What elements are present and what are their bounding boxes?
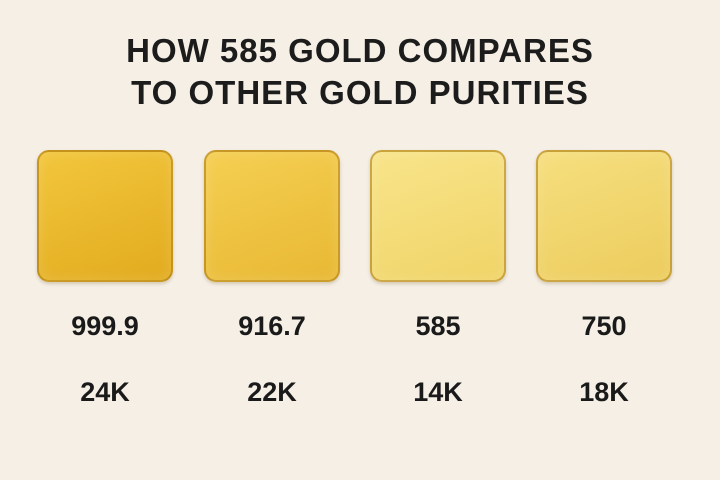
title-line-1: HOW 585 GOLD COMPARES	[126, 32, 594, 69]
purity-value: 585	[415, 311, 461, 341]
swatch-18k: 750 18K	[536, 150, 672, 408]
karat-label: 14K	[413, 377, 463, 407]
purity-value: 916.7	[238, 311, 306, 341]
gold-swatch-22k	[204, 150, 340, 282]
title-line-2: TO OTHER GOLD PURITIES	[131, 74, 589, 111]
gold-swatch-18k	[536, 150, 672, 282]
gold-swatch-24k	[37, 150, 173, 282]
page-title: HOW 585 GOLD COMPARES TO OTHER GOLD PURI…	[0, 30, 720, 114]
swatch-22k: 916.7 22K	[204, 150, 340, 408]
karat-label: 18K	[579, 377, 629, 407]
gold-swatch-14k	[370, 150, 506, 282]
swatch-14k: 585 14K	[370, 150, 506, 408]
karat-label: 22K	[247, 377, 297, 407]
swatch-24k: 999.9 24K	[37, 150, 173, 408]
purity-value: 999.9	[71, 311, 139, 341]
karat-label: 24K	[80, 377, 130, 407]
purity-value: 750	[581, 311, 627, 341]
gold-swatch-row: 999.9 24K 916.7 22K 585 14K 750 18K	[0, 150, 720, 450]
